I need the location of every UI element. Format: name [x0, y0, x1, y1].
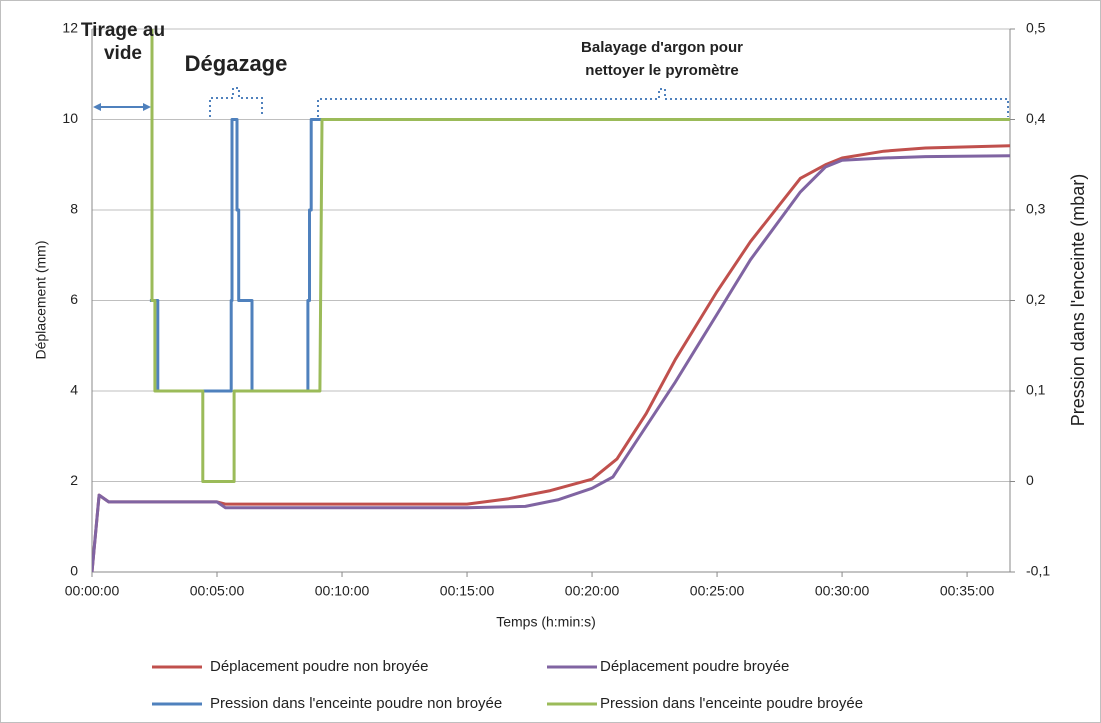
legend-label: Déplacement poudre non broyée	[210, 658, 428, 675]
y-tick-label: 0	[70, 563, 78, 579]
annotation: nettoyer le pyromètre	[585, 62, 738, 79]
annotation: Dégazage	[185, 51, 288, 76]
y2-tick-label: 0,3	[1026, 201, 1046, 217]
y-tick-label: 4	[70, 382, 78, 398]
x-tick-label: 00:10:00	[315, 583, 370, 599]
y2-tick-label: 0,5	[1026, 20, 1046, 36]
x-tick-label: 00:30:00	[815, 583, 870, 599]
x-tick-label: 00:05:00	[190, 583, 245, 599]
x-tick-label: 00:35:00	[940, 583, 995, 599]
y2-tick-label: 0,1	[1026, 382, 1046, 398]
series-line	[92, 154, 1010, 572]
brackets	[209, 87, 1009, 117]
y-tick-label: 8	[70, 201, 78, 217]
x-tick-label: 00:20:00	[565, 583, 620, 599]
x-tick-label: 00:15:00	[440, 583, 495, 599]
series-line	[150, 29, 1010, 483]
lines	[92, 29, 1010, 572]
y-tick-label: 6	[70, 291, 78, 307]
legend-label: Pression dans l'enceinte poudre non broy…	[210, 695, 502, 712]
y-tick-label: 2	[70, 472, 78, 488]
y2-tick-label: -0,1	[1026, 563, 1050, 579]
balayage-bracket	[317, 88, 1009, 117]
y-axis-title: Déplacement (mm)	[33, 240, 49, 359]
y2-tick-label: 0	[1026, 472, 1034, 488]
y-tick-label: 12	[62, 20, 78, 36]
tirage-arrow	[93, 103, 151, 111]
x-tick-label: 00:00:00	[65, 583, 120, 599]
x-axis-title: Temps (h:min:s)	[496, 614, 596, 630]
y2-tick-label: 0,4	[1026, 110, 1046, 126]
y2-tick-label: 0,2	[1026, 291, 1046, 307]
legend-label: Déplacement poudre broyée	[600, 658, 789, 675]
annotation: Tirage au	[81, 20, 165, 41]
annotation: Balayage d'argon pour	[581, 39, 743, 56]
y-tick-label: 10	[62, 110, 78, 126]
legend-label: Pression dans l'enceinte poudre broyée	[600, 695, 863, 712]
y2-axis-title: Pression dans l'enceinte (mbar)	[1068, 174, 1088, 427]
degazage-bracket	[209, 87, 263, 117]
x-tick-label: 00:25:00	[690, 583, 745, 599]
annotation: vide	[104, 43, 142, 64]
series-line	[149, 118, 1010, 393]
